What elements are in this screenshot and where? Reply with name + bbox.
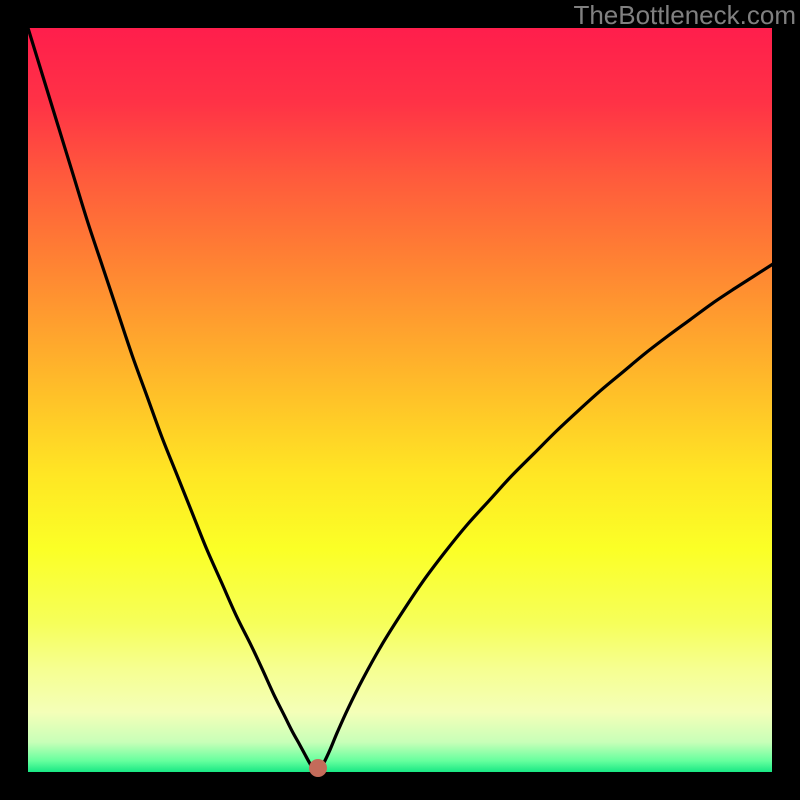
bottleneck-curve (28, 28, 772, 772)
watermark-label: TheBottleneck.com (573, 0, 796, 30)
optimal-point-marker (309, 759, 327, 777)
curve-path (28, 28, 772, 772)
chart-container: TheBottleneck.com (0, 0, 800, 800)
plot-area (28, 28, 772, 772)
watermark-text: TheBottleneck.com (573, 0, 796, 31)
